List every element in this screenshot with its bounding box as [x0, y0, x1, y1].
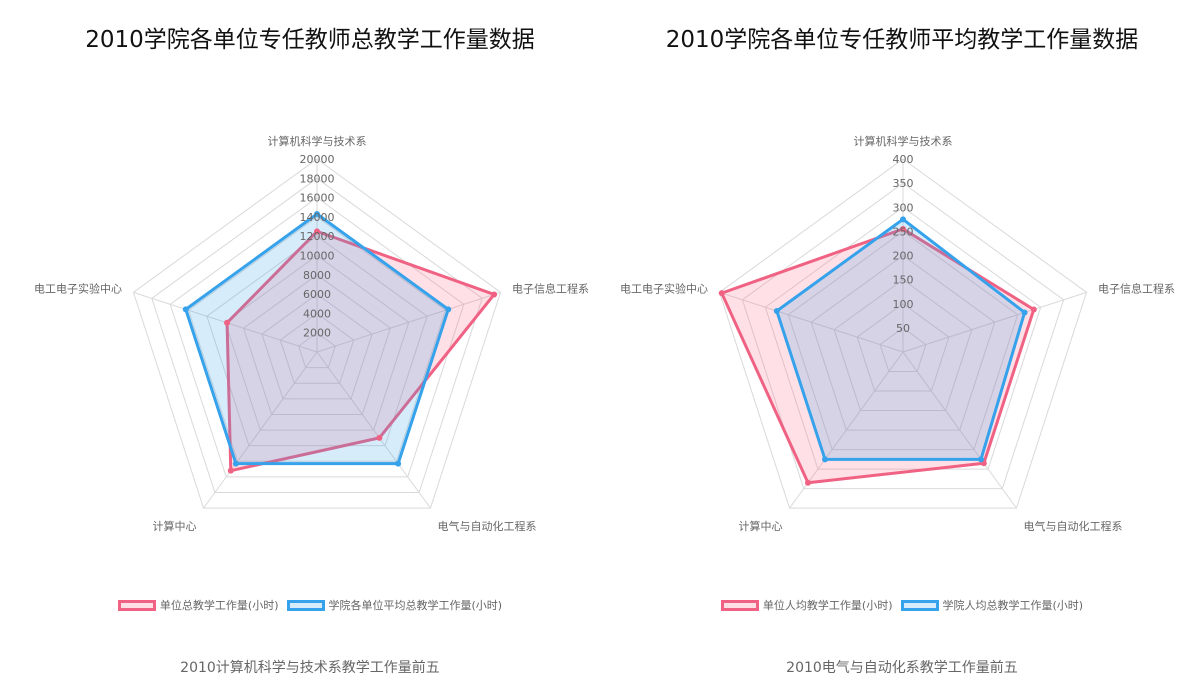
- grid-ring: [206, 235, 428, 447]
- category-label: 电气与自动化工程系: [1023, 519, 1122, 533]
- grid-ring: [718, 158, 1088, 509]
- radar-chart: 2000 4000 6000 8000 10000 12000 14000 16000 1800…: [34, 134, 589, 533]
- chart-panel-left: 2010学院各单位专任教师总教学工作量数据 2000 4000 6000 8000 10…: [10, 0, 610, 680]
- data-point: [1021, 309, 1028, 316]
- grid-ring: [298, 332, 336, 369]
- grid-spoke: [316, 351, 431, 509]
- data-point: [900, 225, 906, 232]
- legend-item-series-b[interactable]: 学院人均总教学工作量(小时): [900, 597, 1084, 613]
- tick-label: 14000: [300, 211, 335, 224]
- tick-label: 8000: [303, 269, 331, 282]
- legend-item-series-a[interactable]: 单位人均教学工作量(小时): [720, 597, 893, 613]
- data-point: [900, 216, 906, 223]
- legend-swatch: [900, 599, 939, 611]
- grid-ring: [833, 279, 973, 412]
- legend-item-series-b[interactable]: 学院各单位平均总教学工作量(小时): [286, 597, 503, 613]
- tick-label: 10000: [300, 250, 335, 263]
- category-label: 计算中心: [739, 519, 783, 533]
- grid-ring: [261, 293, 373, 400]
- radar-chart: 50100150200250300350400计算机科学与技术系电子信息工程系电…: [620, 134, 1175, 533]
- chart-panel-right: 2010学院各单位专任教师平均教学工作量数据 50 100 150 200 250 300…: [602, 0, 1200, 680]
- category-label: 电工电子实验中心: [620, 282, 708, 296]
- category-label: 计算机科学与技术系: [268, 134, 367, 148]
- tick-label: 150: [893, 274, 914, 287]
- grid-ring: [741, 182, 1065, 490]
- category-label: 电子信息工程系: [1098, 282, 1175, 296]
- data-point: [822, 456, 829, 463]
- legend-label: 学院人均总教学工作量(小时): [942, 599, 1084, 612]
- data-point: [445, 306, 452, 313]
- category-label: 电气与自动化工程系: [437, 519, 536, 533]
- tick-label: 400: [893, 153, 914, 166]
- chart-title: 2010学院各单位专任教师平均教学工作量数据: [665, 27, 1139, 53]
- tick-label: 6000: [303, 288, 331, 301]
- data-point: [1030, 306, 1037, 313]
- data-point: [227, 467, 234, 474]
- grid-ring: [187, 216, 447, 462]
- tick-label: 20000: [300, 153, 335, 166]
- category-label: 计算中心: [153, 519, 197, 533]
- data-point: [395, 460, 402, 467]
- tick-label: 12000: [300, 230, 335, 243]
- chart-caption: 2010电气与自动化系教学工作量前五: [786, 660, 1018, 676]
- grid-ring: [132, 158, 502, 509]
- data-point: [314, 228, 320, 235]
- data-point: [804, 479, 811, 486]
- category-label: 电子信息工程系: [512, 282, 589, 296]
- legend-item-series-a[interactable]: 单位总教学工作量(小时): [117, 597, 279, 613]
- data-point: [491, 291, 498, 298]
- tick-label: 300: [893, 201, 914, 214]
- data-point: [718, 290, 725, 297]
- tick-label: 100: [893, 298, 914, 311]
- tick-label: 2000: [303, 327, 331, 340]
- grid-ring: [787, 230, 1019, 451]
- tick-label: 350: [893, 177, 914, 190]
- legend-swatch: [720, 599, 759, 611]
- legend-swatch: [117, 599, 156, 611]
- grid-ring: [242, 274, 392, 415]
- grid-spoke: [719, 291, 904, 353]
- series-area: [225, 229, 496, 473]
- series-area: [184, 212, 450, 466]
- grid-spoke: [902, 291, 1087, 353]
- data-point: [182, 306, 189, 313]
- legend-swatch: [286, 599, 325, 611]
- data-point: [314, 211, 320, 218]
- grid-ring: [151, 177, 483, 494]
- grid-ring: [810, 254, 996, 431]
- grid-spoke: [203, 351, 318, 509]
- grid-ring: [879, 327, 927, 373]
- legend: 单位总教学工作量(小时) 学院各单位平均总教学工作量(小时): [10, 597, 610, 613]
- tick-label: 16000: [300, 192, 335, 205]
- tick-label: 50: [896, 322, 910, 335]
- chart-title: 2010学院各单位专任教师总教学工作量数据: [85, 27, 535, 53]
- grid-spoke: [316, 291, 501, 353]
- legend-label: 单位人均教学工作量(小时): [762, 599, 893, 612]
- category-label: 电工电子实验中心: [34, 282, 122, 296]
- data-point: [232, 460, 239, 467]
- data-point: [224, 319, 231, 326]
- series-area: [720, 227, 1036, 485]
- legend: 单位人均教学工作量(小时) 学院人均总教学工作量(小时): [602, 597, 1200, 613]
- tick-label: 250: [893, 225, 914, 238]
- grid-ring: [764, 206, 1042, 470]
- tick-label: 200: [893, 250, 914, 263]
- legend-label: 学院各单位平均总教学工作量(小时): [328, 599, 503, 612]
- data-point: [773, 307, 780, 314]
- data-point: [376, 434, 383, 441]
- series-area: [775, 217, 1027, 461]
- grid-ring: [169, 196, 465, 478]
- data-point: [977, 456, 984, 463]
- tick-label: 4000: [303, 307, 331, 320]
- tick-label: 18000: [300, 172, 335, 185]
- grid-ring: [856, 303, 950, 392]
- grid-ring: [279, 312, 355, 384]
- chart-caption: 2010计算机科学与技术系教学工作量前五: [180, 660, 440, 676]
- legend-label: 单位总教学工作量(小时): [159, 599, 279, 612]
- grid-spoke: [902, 351, 1017, 509]
- category-label: 计算机科学与技术系: [854, 134, 953, 148]
